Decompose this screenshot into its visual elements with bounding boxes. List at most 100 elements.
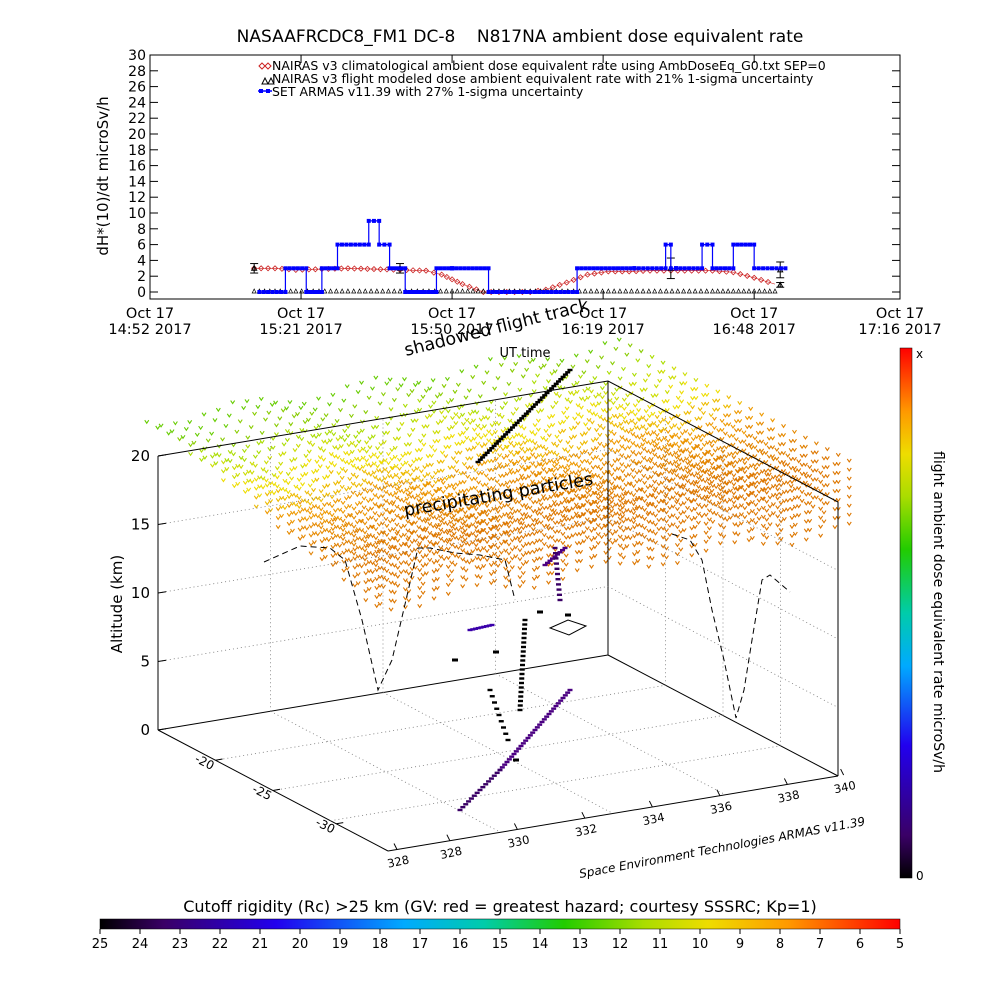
particle-marker xyxy=(642,525,648,531)
particle-marker xyxy=(344,566,350,571)
particle-marker xyxy=(832,525,838,530)
triangle-marker xyxy=(599,288,606,294)
particle-marker xyxy=(256,441,262,446)
particle-marker xyxy=(670,522,676,527)
diamond-marker xyxy=(591,270,598,277)
particle-marker xyxy=(353,434,359,439)
particle-marker xyxy=(656,517,662,523)
particle-marker xyxy=(458,480,464,485)
particle-marker xyxy=(310,433,316,439)
particle-marker xyxy=(475,423,481,428)
particle-marker xyxy=(652,443,658,448)
particle-marker xyxy=(767,477,773,482)
particle-marker xyxy=(680,467,686,472)
particle-marker xyxy=(483,482,489,487)
particle-marker xyxy=(709,470,715,476)
particle-marker xyxy=(465,474,471,479)
particle-marker xyxy=(515,468,521,473)
triangle-marker xyxy=(437,288,444,294)
particle-marker xyxy=(411,459,417,464)
particle-marker xyxy=(390,466,396,471)
square-marker xyxy=(645,266,650,271)
track-marker xyxy=(532,728,538,732)
square-marker xyxy=(490,290,495,294)
particle-marker xyxy=(789,506,795,512)
particle-marker xyxy=(770,493,776,498)
particle-marker xyxy=(430,515,436,520)
particle-marker xyxy=(398,543,404,548)
particle-marker xyxy=(680,476,686,481)
particle-marker xyxy=(630,432,636,437)
particle-marker xyxy=(488,571,494,577)
particle-marker xyxy=(404,496,410,501)
particle-marker xyxy=(491,524,497,530)
track-marker xyxy=(468,797,474,800)
particle-marker xyxy=(346,461,352,466)
particle-marker xyxy=(695,462,701,467)
particle-marker xyxy=(352,556,358,561)
particle-marker xyxy=(436,477,442,483)
particle-marker xyxy=(513,536,519,541)
particle-marker xyxy=(615,439,621,444)
particle-marker xyxy=(440,507,446,513)
particle-marker xyxy=(458,498,464,503)
particle-marker xyxy=(477,539,483,544)
particle-marker xyxy=(498,464,503,470)
track-marker xyxy=(528,407,534,411)
particle-marker xyxy=(364,449,370,454)
particle-marker xyxy=(445,530,450,536)
particle-marker xyxy=(374,603,380,609)
particle-marker xyxy=(427,503,433,509)
particle-marker xyxy=(478,435,484,440)
particle-marker xyxy=(734,460,740,465)
particle-marker xyxy=(442,415,448,420)
particle-marker xyxy=(274,423,279,428)
particle-marker xyxy=(439,410,445,415)
particle-marker xyxy=(506,381,512,387)
particle-marker xyxy=(212,418,218,423)
track-marker xyxy=(544,391,550,395)
particle-marker xyxy=(767,495,773,500)
particle-marker xyxy=(687,450,693,455)
square-marker xyxy=(353,242,358,247)
particle-marker xyxy=(360,464,366,469)
particle-marker xyxy=(325,483,331,488)
particle-marker xyxy=(749,463,754,468)
particle-marker xyxy=(531,531,537,537)
particle-marker xyxy=(449,569,455,574)
particle-marker xyxy=(802,453,808,458)
particle-marker xyxy=(710,474,716,479)
particle-marker xyxy=(509,529,515,534)
particle-marker xyxy=(742,496,748,502)
particle-marker xyxy=(659,471,665,476)
particle-marker xyxy=(407,472,413,477)
particle-marker xyxy=(483,473,489,478)
particle-marker xyxy=(495,509,501,514)
particle-marker xyxy=(516,535,522,541)
particle-marker xyxy=(738,439,744,445)
particle-marker xyxy=(392,454,398,460)
particle-marker xyxy=(578,374,583,379)
particle-marker xyxy=(509,565,515,570)
particle-marker xyxy=(717,473,722,479)
particle-marker xyxy=(423,544,429,549)
particle-marker xyxy=(406,544,412,549)
particle-marker xyxy=(383,489,389,495)
particle-marker xyxy=(340,536,346,542)
particle-marker xyxy=(420,581,426,586)
particle-marker xyxy=(796,495,802,500)
particle-marker xyxy=(687,468,693,473)
particle-marker xyxy=(638,505,644,511)
particle-marker xyxy=(415,502,421,507)
particle-marker xyxy=(615,414,621,420)
particle-marker xyxy=(430,533,436,538)
particle-marker xyxy=(365,525,371,531)
particle-marker xyxy=(594,437,600,442)
particle-marker xyxy=(619,453,625,458)
particle-marker xyxy=(763,468,769,474)
particle-marker xyxy=(308,551,314,556)
particle-marker xyxy=(702,479,708,484)
particle-marker xyxy=(473,507,479,512)
particle-marker xyxy=(445,539,450,545)
square-marker xyxy=(283,266,288,271)
